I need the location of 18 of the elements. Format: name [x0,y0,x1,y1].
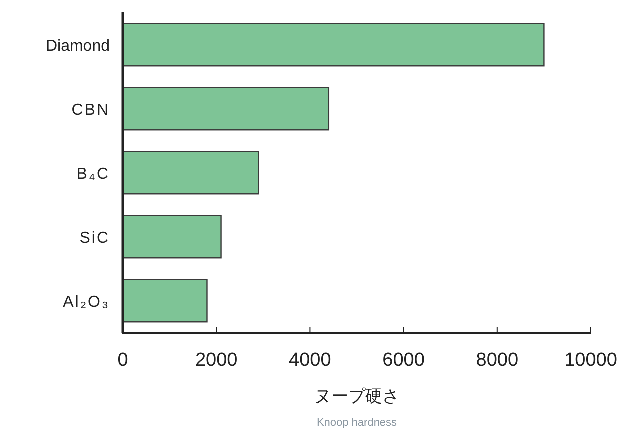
y-tick-label: CBN [72,102,110,119]
y-tick-label: Diamond [46,38,110,55]
bar [122,23,545,67]
bar [122,151,260,195]
text: Knoop hardness [316,417,398,429]
x-tick-label: 8000 [476,350,519,371]
x-tick-label: 6000 [382,350,425,371]
bar [122,87,330,131]
x-tick-label: 2000 [195,350,238,371]
bar [122,215,222,259]
x-tick-label: 10000 [564,350,618,371]
bar [122,279,208,323]
x-axis-title: ヌープ硬さ [314,387,400,406]
x-tick-label: 0 [118,350,128,371]
x-tick-label: 4000 [289,350,332,371]
y-tick-label: Al₂O₃ [63,294,110,311]
y-tick-label: B₄C [76,166,110,183]
y-tick-label: SiC [80,230,110,247]
